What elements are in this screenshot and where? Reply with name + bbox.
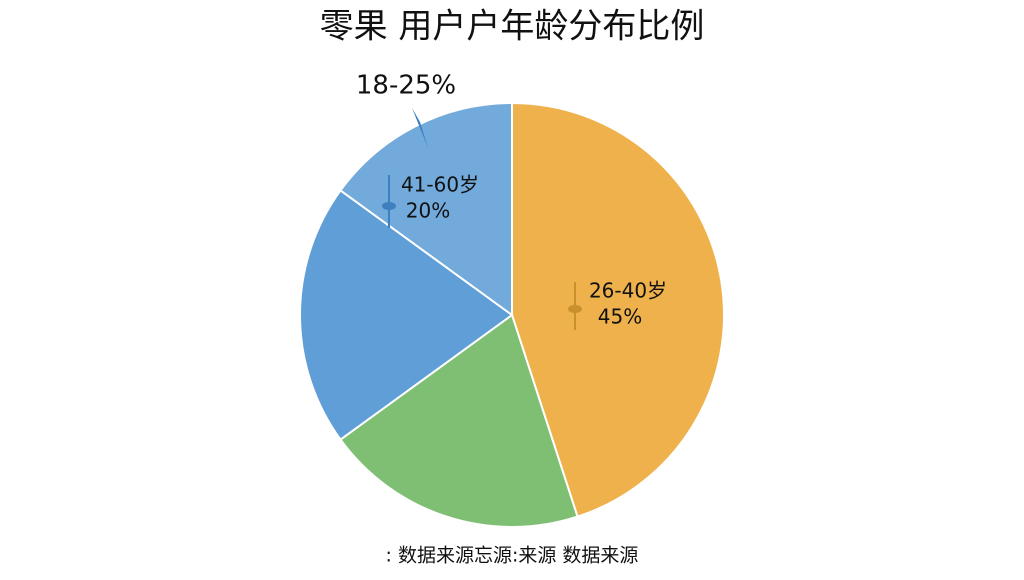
pointer bbox=[412, 108, 428, 148]
source-note: : 数据来源忘源:来源 数据来源 bbox=[386, 545, 639, 567]
value-label: 45% bbox=[598, 305, 642, 329]
annotation: 20% bbox=[406, 199, 450, 223]
marker-dot bbox=[568, 305, 582, 313]
chart-title: 零果 用户户年龄分布比例 bbox=[320, 7, 705, 47]
annotation: 41-60岁 bbox=[401, 173, 479, 197]
annotation: 18-25% bbox=[356, 71, 456, 101]
pie-slice bbox=[339, 101, 513, 317]
pie-slice bbox=[299, 188, 514, 442]
pie-slice bbox=[511, 101, 725, 518]
slice-label: 26-40岁 bbox=[589, 279, 667, 303]
pie-slice bbox=[339, 313, 579, 528]
marker-dot bbox=[382, 202, 396, 210]
